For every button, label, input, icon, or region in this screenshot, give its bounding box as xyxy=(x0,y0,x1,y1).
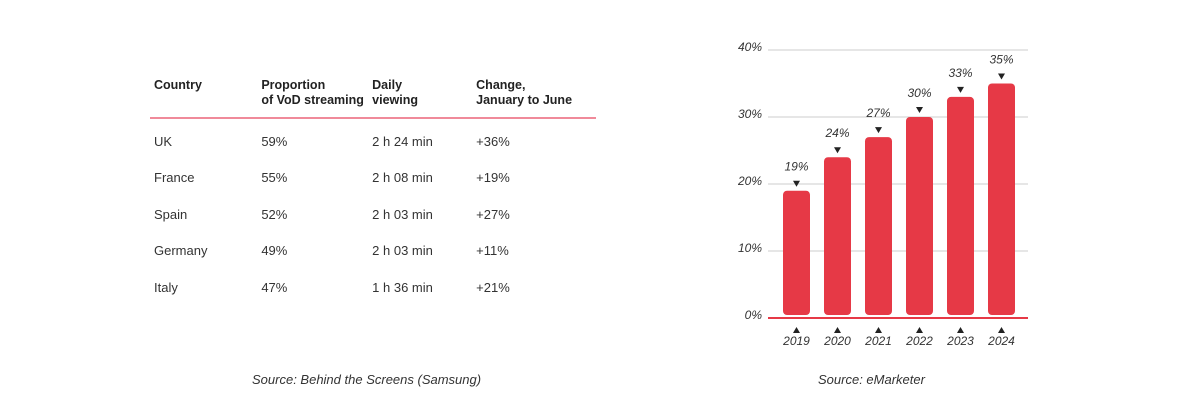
data-label: 24% xyxy=(824,126,849,140)
up-triangle-icon xyxy=(957,327,964,333)
table-row: Spain 52% 2 h 03 min +27% xyxy=(150,196,596,233)
cell-change: +19% xyxy=(476,170,510,186)
down-triangle-icon xyxy=(793,180,800,187)
down-triangle-icon xyxy=(834,147,841,154)
cell-daily-viewing: 2 h 24 min xyxy=(372,133,433,149)
header-change: Change, January to June xyxy=(472,78,596,119)
bar xyxy=(947,96,974,316)
down-triangle-icon xyxy=(916,107,923,113)
bar xyxy=(906,117,933,315)
y-tick-label: 10% xyxy=(738,241,762,255)
y-tick-label: 0% xyxy=(745,308,763,322)
x-tick-label: 2019 xyxy=(782,334,810,348)
header-daily-viewing: Daily viewing xyxy=(368,78,473,119)
data-label: 27% xyxy=(865,106,890,120)
up-triangle-icon xyxy=(875,327,882,333)
y-tick-label: 20% xyxy=(737,174,762,188)
cell-change: +11% xyxy=(476,243,509,259)
table-source: Source: Behind the Screens (Samsung) xyxy=(252,372,482,387)
data-label: 35% xyxy=(989,53,1013,67)
cell-proportion: 52% xyxy=(261,206,288,222)
cell-daily-viewing: 2 h 03 min xyxy=(372,243,433,259)
cell-country: UK xyxy=(154,133,173,149)
x-tick-label: 2021 xyxy=(864,334,892,348)
up-triangle-icon xyxy=(916,327,923,333)
data-label: 19% xyxy=(784,160,808,174)
cell-change: +27% xyxy=(476,206,510,222)
header-proportion: Proportion of VoD streaming xyxy=(257,78,369,119)
up-triangle-icon xyxy=(998,327,1005,333)
cell-daily-viewing: 2 h 08 min xyxy=(372,170,433,186)
up-triangle-icon xyxy=(834,327,841,333)
x-tick-label: 2022 xyxy=(905,334,933,348)
streaming-table-container: Country Proportion of VoD streaming Dail… xyxy=(150,78,596,306)
cell-daily-viewing: 2 h 03 min xyxy=(372,206,433,222)
cell-proportion: 49% xyxy=(261,243,288,259)
cell-proportion: 59% xyxy=(261,133,288,149)
table-header-row: Country Proportion of VoD streaming Dail… xyxy=(150,78,596,119)
bar xyxy=(824,157,851,315)
down-triangle-icon xyxy=(957,86,964,93)
data-label: 30% xyxy=(907,86,931,100)
table-row: Germany 49% 2 h 03 min +11% xyxy=(150,233,596,270)
down-triangle-icon xyxy=(998,73,1005,80)
table-row: UK 59% 2 h 24 min +36% xyxy=(150,118,596,160)
cell-daily-viewing: 1 h 36 min xyxy=(372,279,433,295)
streaming-table: Country Proportion of VoD streaming Dail… xyxy=(150,78,596,306)
bar xyxy=(865,137,892,315)
y-tick-label: 30% xyxy=(738,107,762,121)
data-label: 33% xyxy=(948,66,972,80)
cell-country: Spain xyxy=(154,206,188,222)
table-row: Italy 47% 1 h 36 min +21% xyxy=(150,269,596,306)
cell-country: Germany xyxy=(154,243,208,259)
x-tick-label: 2023 xyxy=(946,334,974,348)
cell-change: +21% xyxy=(476,279,510,295)
up-triangle-icon xyxy=(793,327,800,333)
down-triangle-icon xyxy=(875,127,882,134)
cell-country: France xyxy=(154,170,195,186)
cell-proportion: 55% xyxy=(261,170,288,186)
bar xyxy=(783,190,810,315)
bar xyxy=(988,83,1015,315)
chart-source: Source: eMarketer xyxy=(818,372,925,387)
table-row: France 55% 2 h 08 min +19% xyxy=(150,160,596,197)
header-country: Country xyxy=(150,78,258,119)
cell-proportion: 47% xyxy=(261,279,288,295)
x-tick-label: 2024 xyxy=(987,334,1015,348)
y-tick-label: 40% xyxy=(738,40,762,54)
cell-country: Italy xyxy=(154,279,178,295)
cell-change: +36% xyxy=(476,133,510,149)
x-tick-label: 2020 xyxy=(823,334,851,348)
